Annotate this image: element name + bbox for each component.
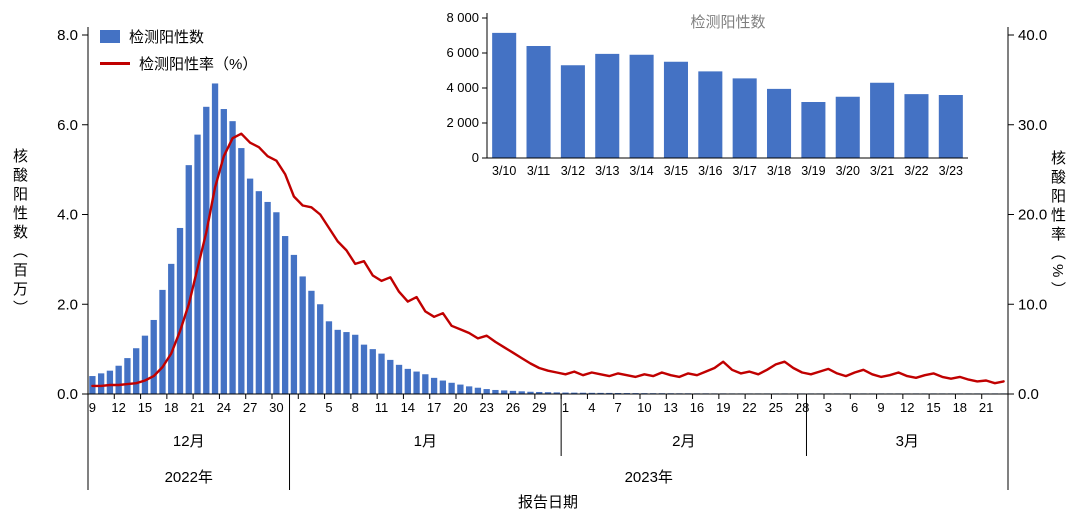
svg-text:4.0: 4.0 [57, 207, 78, 224]
svg-text:3/23: 3/23 [939, 164, 963, 178]
x-axis-title: 报告日期 [517, 494, 578, 511]
svg-text:20.0: 20.0 [1018, 207, 1047, 224]
legend-bar-label: 检测阳性数 [129, 28, 205, 46]
svg-text:15: 15 [926, 400, 940, 415]
svg-text:22: 22 [742, 400, 756, 415]
svg-text:11: 11 [375, 400, 389, 415]
svg-text:25: 25 [769, 400, 783, 415]
legend-line-swatch [100, 61, 130, 65]
legend: 检测阳性数 检测阳性率（%） [100, 25, 257, 79]
svg-text:27: 27 [243, 400, 257, 415]
svg-text:0.0: 0.0 [1018, 386, 1039, 403]
inset-chart-title: 检测阳性数 [690, 14, 765, 31]
svg-text:17: 17 [427, 400, 441, 415]
svg-text:3/19: 3/19 [801, 164, 825, 178]
svg-text:3: 3 [825, 400, 832, 415]
svg-text:12: 12 [111, 400, 125, 415]
svg-text:3/13: 3/13 [595, 164, 619, 178]
svg-text:2 000: 2 000 [446, 115, 479, 130]
svg-text:30.0: 30.0 [1018, 117, 1047, 134]
legend-line-label: 检测阳性率（%） [139, 55, 258, 73]
svg-text:3/20: 3/20 [836, 164, 860, 178]
svg-text:24: 24 [217, 400, 231, 415]
right-axis-title: 核酸阳性率（%） [1049, 150, 1066, 301]
svg-text:21: 21 [979, 400, 993, 415]
svg-text:40.0: 40.0 [1018, 27, 1047, 44]
svg-text:28: 28 [795, 400, 809, 415]
svg-text:14: 14 [401, 400, 415, 415]
legend-item-line: 检测阳性率（%） [100, 52, 257, 74]
svg-text:8.0: 8.0 [57, 27, 78, 44]
svg-text:20: 20 [453, 400, 467, 415]
svg-text:10.0: 10.0 [1018, 296, 1047, 313]
svg-text:23: 23 [479, 400, 493, 415]
svg-text:18: 18 [953, 400, 967, 415]
svg-text:4 000: 4 000 [446, 80, 479, 95]
svg-text:5: 5 [325, 400, 332, 415]
svg-text:16: 16 [690, 400, 704, 415]
inset-chart-svg: 检测阳性数 0 2 000 4 000 6 000 8 000 3/10 3/11 3/12 3… [446, 10, 968, 178]
svg-text:21: 21 [190, 400, 204, 415]
svg-text:3/15: 3/15 [664, 164, 688, 178]
svg-text:0.0: 0.0 [57, 386, 78, 403]
svg-text:3/18: 3/18 [767, 164, 791, 178]
svg-text:2: 2 [299, 400, 306, 415]
svg-text:4: 4 [588, 400, 595, 415]
left-axis-title: 核酸阳性数（百万） [11, 148, 28, 319]
svg-text:3/16: 3/16 [698, 164, 722, 178]
svg-text:29: 29 [532, 400, 546, 415]
svg-text:19: 19 [716, 400, 730, 415]
svg-text:3/10: 3/10 [492, 164, 516, 178]
legend-item-bars: 检测阳性数 [100, 25, 257, 47]
svg-text:8 000: 8 000 [446, 10, 479, 25]
svg-text:15: 15 [138, 400, 152, 415]
svg-text:3/14: 3/14 [629, 164, 653, 178]
svg-text:1月: 1月 [414, 433, 437, 450]
svg-text:7: 7 [614, 400, 621, 415]
svg-text:3/12: 3/12 [561, 164, 585, 178]
svg-text:0: 0 [472, 150, 479, 165]
svg-text:3/22: 3/22 [904, 164, 928, 178]
svg-text:12月: 12月 [173, 433, 205, 450]
svg-text:3/11: 3/11 [527, 164, 550, 178]
svg-text:2月: 2月 [672, 433, 695, 450]
svg-text:8: 8 [352, 400, 359, 415]
svg-text:2022年: 2022年 [165, 469, 213, 486]
svg-text:18: 18 [164, 400, 178, 415]
svg-text:6.0: 6.0 [57, 117, 78, 134]
svg-text:3月: 3月 [896, 433, 919, 450]
svg-text:3/21: 3/21 [870, 164, 894, 178]
svg-text:3/17: 3/17 [733, 164, 757, 178]
svg-text:6 000: 6 000 [446, 45, 479, 60]
legend-bar-swatch [100, 29, 120, 43]
svg-text:9: 9 [877, 400, 884, 415]
svg-text:9: 9 [89, 400, 96, 415]
svg-text:12: 12 [900, 400, 914, 415]
svg-text:6: 6 [851, 400, 858, 415]
svg-text:30: 30 [269, 400, 283, 415]
svg-text:13: 13 [663, 400, 677, 415]
svg-text:2023年: 2023年 [625, 469, 673, 486]
svg-text:2.0: 2.0 [57, 296, 78, 313]
svg-text:10: 10 [637, 400, 651, 415]
svg-text:1: 1 [562, 400, 569, 415]
svg-text:26: 26 [506, 400, 520, 415]
